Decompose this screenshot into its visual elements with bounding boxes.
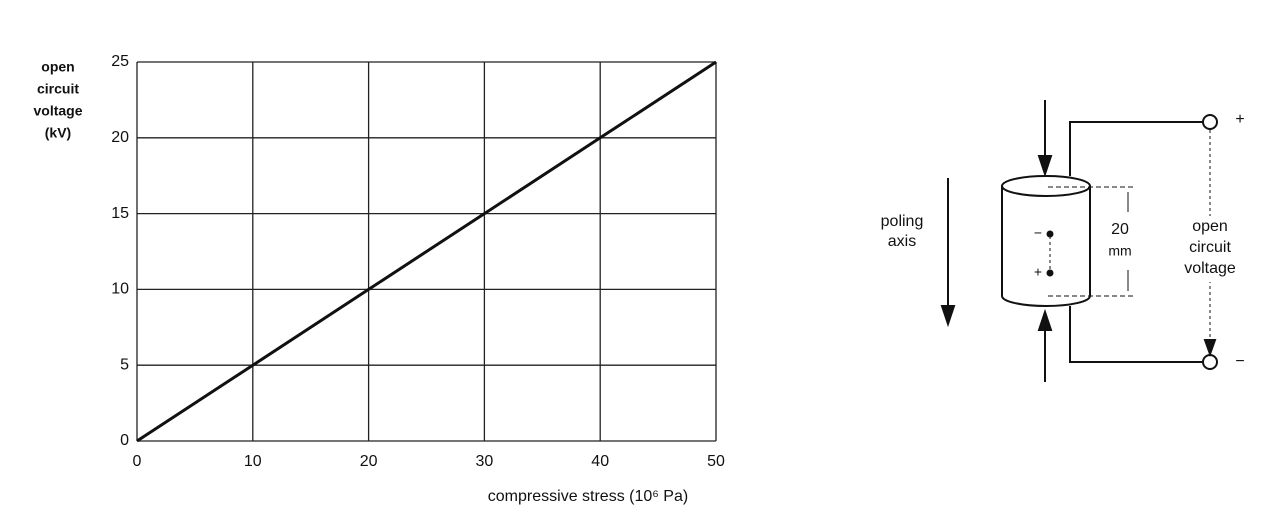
label-bg (1180, 216, 1240, 282)
diagram (940, 100, 1218, 382)
poling-label: axis (888, 233, 916, 250)
arrow-head (1037, 308, 1053, 331)
output-label: voltage (1184, 260, 1236, 277)
y-tick-label: 0 (120, 432, 129, 449)
wire-bottom (1069, 306, 1203, 363)
terminal (1202, 354, 1218, 370)
y-axis-label: open (41, 59, 74, 75)
poling-label: poling (881, 213, 924, 230)
length-label: mm (1108, 243, 1131, 259)
minus-terminal: − (1235, 353, 1244, 370)
inner-minus: − (1034, 225, 1042, 241)
dot (1046, 269, 1054, 277)
y-tick-label: 5 (120, 356, 129, 373)
cylinder-body (1001, 186, 1091, 307)
x-tick-label: 40 (591, 453, 609, 470)
x-tick-label: 20 (360, 453, 378, 470)
data-line (136, 60, 717, 443)
output-label: circuit (1189, 239, 1231, 256)
y-axis-label: (kV) (45, 125, 71, 141)
x-axis-label: compressive stress (10⁶ Pa) (488, 488, 688, 505)
y-tick-label: 25 (111, 53, 129, 70)
y-tick-label: 10 (111, 281, 129, 298)
arrow-head (1203, 339, 1217, 357)
y-tick-label: 15 (111, 205, 129, 222)
length-label: 20 (1111, 221, 1129, 238)
x-tick-label: 10 (244, 453, 262, 470)
y-axis-label: voltage (33, 103, 82, 119)
cylinder-top (1001, 175, 1091, 197)
wire-top (1069, 121, 1203, 176)
dot (1046, 230, 1054, 238)
x-tick-label: 50 (707, 453, 725, 470)
y-tick-label: 20 (111, 129, 129, 146)
x-tick-label: 0 (133, 453, 142, 470)
terminal (1202, 114, 1218, 130)
y-axis-label: circuit (37, 81, 79, 97)
x-tick-label: 30 (476, 453, 494, 470)
arrow-head (1037, 155, 1053, 178)
arrow-head (940, 305, 956, 328)
inner-plus: + (1034, 264, 1042, 280)
plus-terminal: + (1235, 111, 1244, 128)
output-label: open (1192, 218, 1228, 235)
